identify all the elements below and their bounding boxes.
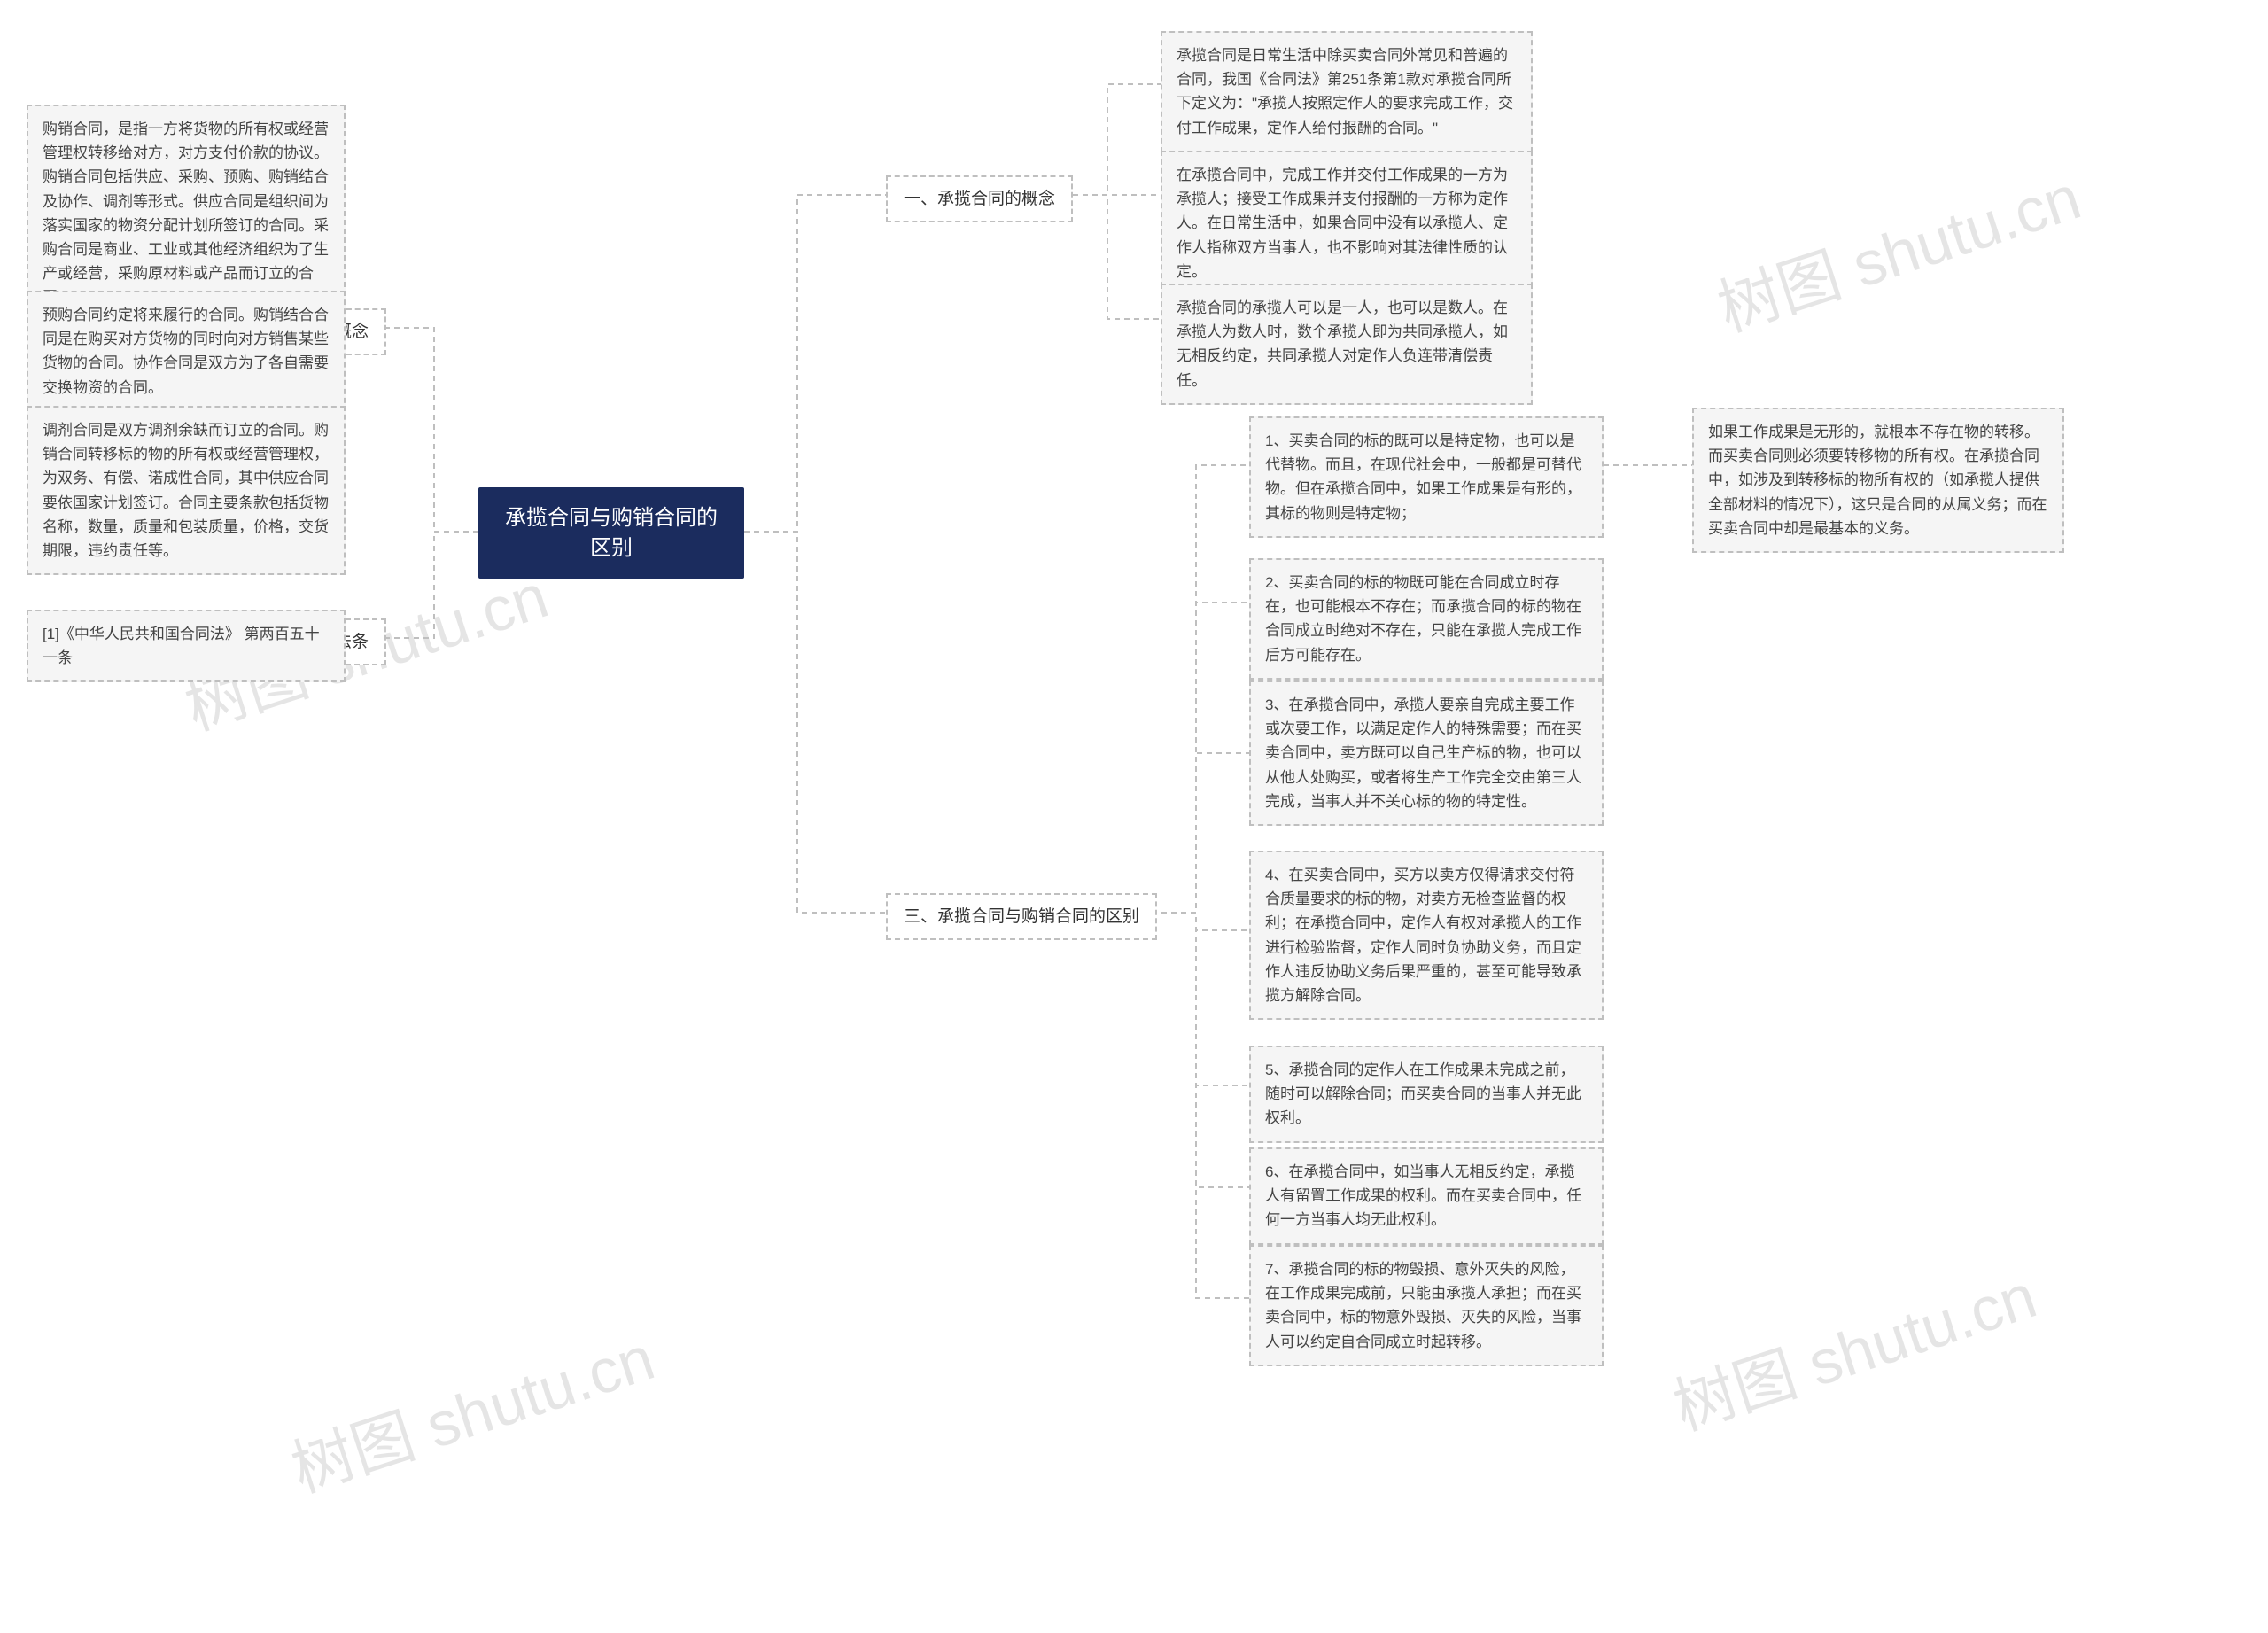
- leaf-3-7: 7、承揽合同的标的物毁损、意外灭失的风险，在工作成果完成前，只能由承揽人承担；而…: [1249, 1245, 1604, 1366]
- leaf-4: [1]《中华人民共和国合同法》 第两百五十一条: [27, 610, 346, 682]
- watermark: 树图 shutu.cn: [1705, 148, 2091, 349]
- watermark: 树图 shutu.cn: [1661, 1247, 2047, 1448]
- leaf-2b: 预购合同约定将来履行的合同。购销结合合同是在购买对方货物的同时向对方销售某些货物…: [27, 291, 346, 412]
- leaf-3-1: 1、买卖合同的标的既可以是特定物，也可以是代替物。而且，在现代社会中，一般都是可…: [1249, 416, 1604, 538]
- leaf-1b: 在承揽合同中，完成工作并交付工作成果的一方为承揽人；接受工作成果并支付报酬的一方…: [1161, 151, 1533, 296]
- leaf-2c: 调剂合同是双方调剂余缺而订立的合同。购销合同转移标的物的所有权或经营管理权，为双…: [27, 406, 346, 575]
- branch-1: 一、承揽合同的概念: [886, 175, 1073, 222]
- leaf-2a: 购销合同，是指一方将货物的所有权或经营管理权转移给对方，对方支付价款的协议。购销…: [27, 105, 346, 323]
- watermark: 树图 shutu.cn: [279, 1309, 664, 1510]
- leaf-3-6: 6、在承揽合同中，如当事人无相反约定，承揽人有留置工作成果的权利。而在买卖合同中…: [1249, 1147, 1604, 1245]
- leaf-1c: 承揽合同的承揽人可以是一人，也可以是数人。在承揽人为数人时，数个承揽人即为共同承…: [1161, 284, 1533, 405]
- branch-3: 三、承揽合同与购销合同的区别: [886, 893, 1157, 940]
- leaf-3-5: 5、承揽合同的定作人在工作成果未完成之前，随时可以解除合同；而买卖合同的当事人并…: [1249, 1046, 1604, 1143]
- center-node: 承揽合同与购销合同的区别: [478, 487, 744, 579]
- leaf-3-2: 2、买卖合同的标的物既可能在合同成立时存在，也可能根本不存在；而承揽合同的标的物…: [1249, 558, 1604, 680]
- leaf-3-1-ext: 如果工作成果是无形的，就根本不存在物的转移。而买卖合同则必须要转移物的所有权。在…: [1692, 408, 2064, 553]
- leaf-3-3: 3、在承揽合同中，承揽人要亲自完成主要工作或次要工作，以满足定作人的特殊需要；而…: [1249, 680, 1604, 826]
- leaf-1a: 承揽合同是日常生活中除买卖合同外常见和普遍的合同，我国《合同法》第251条第1款…: [1161, 31, 1533, 152]
- leaf-3-4: 4、在买卖合同中，买方以卖方仅得请求交付符合质量要求的标的物，对卖方无检查监督的…: [1249, 851, 1604, 1020]
